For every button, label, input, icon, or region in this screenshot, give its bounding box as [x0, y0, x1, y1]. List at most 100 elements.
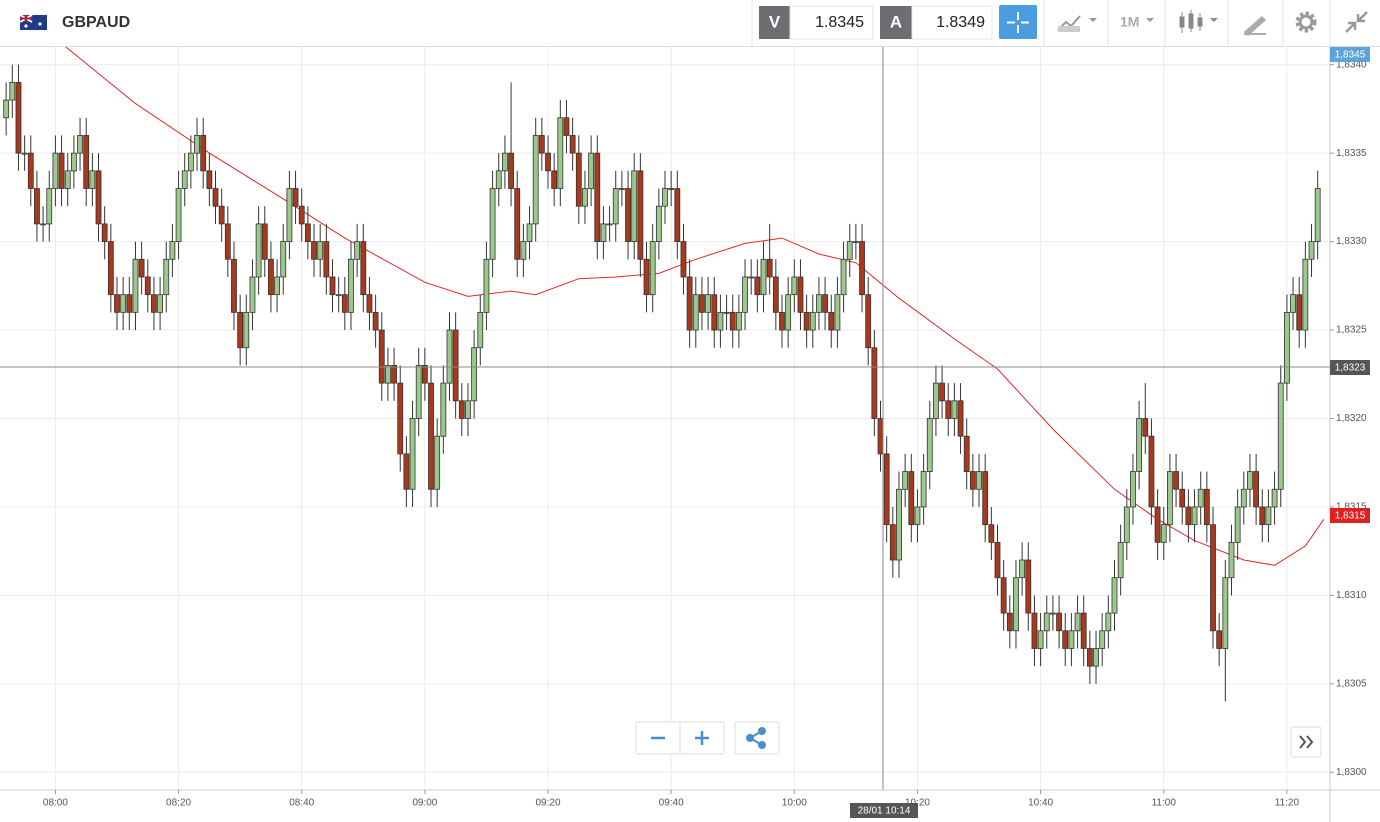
candle-body	[348, 258, 354, 313]
candle	[378, 312, 385, 401]
candle	[1031, 595, 1038, 667]
candle	[114, 276, 120, 331]
candle-body	[1080, 612, 1087, 649]
candle-body	[1308, 241, 1315, 260]
candle	[175, 170, 182, 260]
candle	[1050, 595, 1056, 631]
candle-body	[1222, 577, 1229, 649]
candle	[40, 206, 47, 242]
candle-body	[791, 276, 798, 296]
candle-body	[206, 170, 213, 189]
candle	[483, 241, 490, 331]
candle-body	[391, 365, 397, 384]
collapse-button[interactable]	[1345, 11, 1368, 33]
zoom-in[interactable]	[695, 731, 709, 745]
candle	[77, 117, 83, 171]
crosshair-button[interactable]	[999, 5, 1037, 39]
candle	[545, 135, 551, 189]
candle-body	[896, 488, 902, 561]
candle	[3, 82, 10, 136]
candle-body	[988, 524, 995, 543]
candle-body	[834, 294, 841, 331]
candle	[1253, 453, 1260, 525]
candle-body	[723, 311, 730, 314]
y-tick-label: 1,8325	[1336, 325, 1367, 336]
candle-body	[46, 188, 53, 225]
candle-body	[477, 311, 484, 349]
candle	[735, 294, 742, 348]
bid-button[interactable]	[759, 6, 790, 39]
candle	[834, 276, 841, 348]
candle	[729, 294, 736, 348]
candle-body	[877, 418, 884, 455]
candle-body	[489, 188, 496, 260]
candle-body	[1099, 630, 1106, 649]
candle	[70, 135, 77, 189]
candle	[1068, 613, 1075, 667]
candle	[896, 471, 902, 578]
candle-body	[138, 258, 145, 278]
candle	[471, 330, 478, 419]
candle	[723, 294, 730, 331]
candle-body	[502, 152, 508, 172]
candle-body	[1086, 648, 1093, 667]
y-tick-label: 1,8320	[1336, 413, 1367, 424]
candle-body	[618, 188, 625, 190]
symbol: GBPAUD	[62, 14, 130, 31]
candle	[809, 294, 816, 348]
candle	[1043, 595, 1050, 649]
candle	[107, 223, 114, 313]
candle	[1210, 506, 1216, 649]
candle-body	[52, 152, 59, 189]
candle-body	[1093, 648, 1099, 667]
candle	[662, 170, 668, 224]
candle-body	[175, 188, 182, 242]
candle	[1302, 241, 1309, 348]
candle-body	[249, 276, 256, 313]
candle	[1167, 453, 1173, 543]
candle-body	[963, 435, 970, 472]
x-tick-label: 10:00	[782, 798, 807, 809]
share-button[interactable]	[734, 721, 780, 755]
candle	[582, 170, 588, 224]
ask-button[interactable]	[880, 6, 912, 39]
candle	[976, 453, 982, 507]
draw-button[interactable]	[1244, 16, 1266, 36]
candle	[871, 330, 878, 437]
candle-body	[495, 170, 502, 189]
candle	[434, 418, 441, 507]
candle	[477, 294, 484, 366]
indicators-button[interactable]	[1057, 15, 1097, 32]
candle-body	[939, 382, 945, 402]
candle-body	[163, 258, 170, 296]
candle	[428, 365, 434, 507]
candle-body	[1277, 382, 1284, 490]
candle-body	[354, 241, 361, 260]
candle	[151, 276, 157, 331]
candle-body	[458, 400, 465, 419]
candle-body	[212, 188, 219, 207]
candle	[372, 294, 379, 348]
candle-body	[434, 435, 441, 490]
candle	[1271, 471, 1278, 525]
candle	[711, 276, 718, 348]
candle-body	[902, 471, 909, 490]
candle-body	[1056, 612, 1062, 632]
candle-body	[785, 294, 792, 331]
candle	[828, 294, 835, 348]
settings-button[interactable]	[1295, 11, 1317, 33]
candle-body	[1006, 612, 1013, 632]
candle-body	[304, 223, 311, 242]
candle-body	[366, 294, 373, 313]
candle	[311, 223, 317, 277]
timeframe[interactable]: 1M	[1120, 14, 1139, 30]
candle	[588, 135, 595, 207]
candle	[1130, 453, 1136, 525]
candle	[748, 259, 755, 295]
chart-type-button[interactable]	[1179, 10, 1218, 33]
y-tick-label: 1,8310	[1336, 590, 1367, 601]
candle	[1123, 489, 1130, 561]
candle-body	[27, 152, 34, 189]
candle	[606, 206, 613, 242]
candle	[249, 259, 256, 331]
